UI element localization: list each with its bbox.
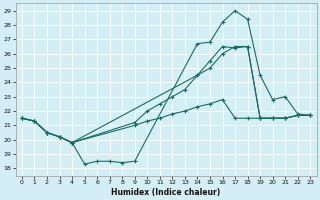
X-axis label: Humidex (Indice chaleur): Humidex (Indice chaleur) bbox=[111, 188, 221, 197]
